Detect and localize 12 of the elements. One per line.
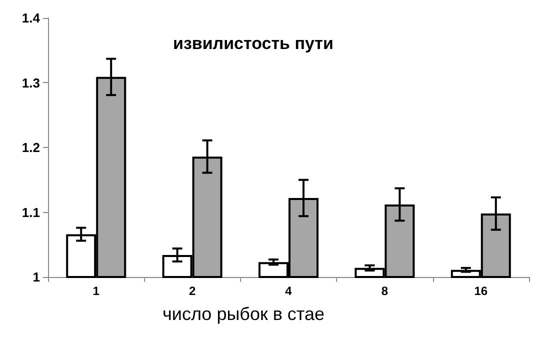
y-tick-label: 1.1 [22,204,40,220]
x-tick-label: 8 [381,284,388,298]
x-tick-label: 1 [92,284,100,298]
x-tick-label: 16 [474,284,488,298]
x-tick-label: 2 [188,284,196,298]
x-axis-title: число рыбок в стае [162,304,324,324]
y-tick-label: 1.4 [22,10,41,26]
y-tick-label: 1.2 [22,140,40,155]
y-tick-label: 1 [32,270,40,284]
x-tick-label: 4 [285,284,292,298]
y-tick-label: 1.3 [22,75,40,90]
text: извилистость пути [173,34,334,53]
